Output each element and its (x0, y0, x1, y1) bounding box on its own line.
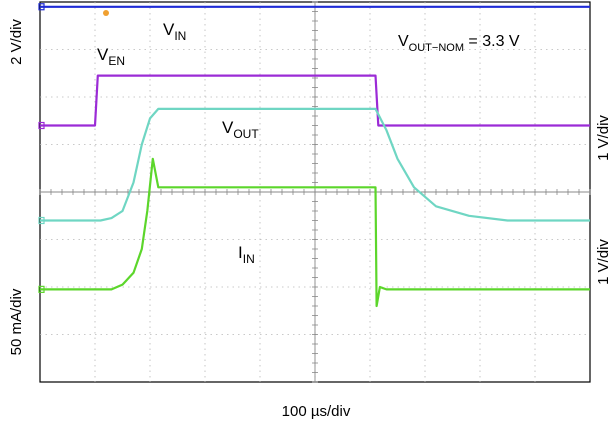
left-scale-label-bottom: 50 mA/div (8, 288, 25, 355)
trace-vout (40, 107, 590, 222)
label-vout: VOUT (222, 118, 259, 141)
x-axis-label: 100 µs/div (282, 403, 351, 420)
right-scale-label-top: 1 V/div (595, 115, 612, 161)
trace-iin (40, 157, 590, 308)
channel-marker (38, 216, 45, 225)
trace-ven (40, 74, 590, 127)
trigger-marker (103, 10, 109, 16)
right-scale-label-bottom: 1 V/div (595, 239, 612, 285)
channel-markers (38, 3, 109, 293)
label-ven: VEN (97, 45, 125, 68)
annotation-vout-nom: VOUT−NOM = 3.3 V (398, 33, 520, 54)
trace-group (40, 5, 590, 308)
grid-lines (39, 1, 591, 383)
label-iin: IIN (238, 243, 255, 266)
channel-marker (38, 121, 45, 130)
channel-marker (38, 285, 45, 293)
label-vin: VIN (163, 20, 186, 43)
channel-marker (38, 3, 45, 11)
left-scale-label-top: 2 V/div (8, 19, 25, 65)
